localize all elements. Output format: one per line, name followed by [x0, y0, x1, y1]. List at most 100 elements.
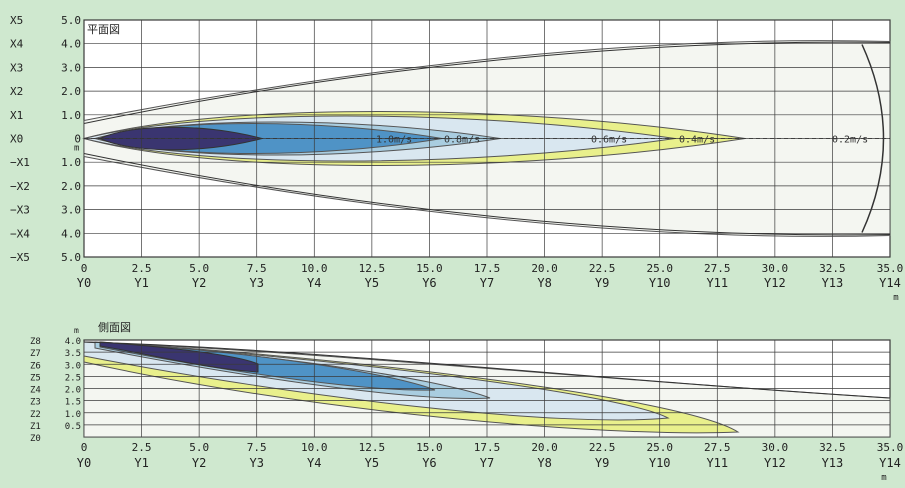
plan-ytick-name: X2	[10, 85, 23, 98]
side-ytick-value: 1.5	[65, 398, 81, 408]
contour-label-4: 0.2m/s	[832, 135, 868, 146]
side-xtick-name: Y10	[649, 456, 671, 470]
side-ytick-value: 1.0	[65, 410, 81, 420]
plan-xtick-value: 32.5	[819, 262, 846, 275]
plan-xtick-name: Y2	[192, 276, 206, 290]
side-ytick-value: 4.0	[65, 337, 81, 347]
side-xtick-value: 32.5	[819, 441, 846, 454]
side-xtick-value: 22.5	[589, 441, 616, 454]
plan-xtick-value: 12.5	[359, 262, 386, 275]
plan-xtick-name: Y13	[822, 276, 844, 290]
side-xtick-value: 20.0	[531, 441, 558, 454]
contour-label-2: 0.6m/s	[591, 135, 627, 146]
side-xtick-name: Y13	[822, 456, 844, 470]
side-ytick-name: Z5	[30, 373, 41, 383]
plan-title-bg	[85, 21, 135, 36]
side-xtick-value: 25.0	[646, 441, 673, 454]
side-ytick-name: Z8	[30, 337, 41, 347]
plan-xtick-value: 2.5	[132, 262, 152, 275]
boundary-lower	[83, 153, 891, 236]
side-ytick-value: 2.5	[65, 373, 81, 383]
side-xtick-value: 5.0	[189, 441, 209, 454]
plan-x-unit: m	[893, 293, 898, 303]
plan-ytick-value: 3.0	[61, 204, 81, 217]
plan-xtick-name: Y9	[595, 276, 609, 290]
boundary-upper	[83, 41, 891, 124]
plan-xtick-value: 20.0	[531, 262, 558, 275]
plan-xtick-value: 25.0	[646, 262, 673, 275]
side-ytick-name: Z2	[30, 410, 41, 420]
side-xtick-value: 2.5	[132, 441, 152, 454]
contour-label-1: 0.8m/s	[444, 135, 480, 146]
side-xtick-name: Y6	[422, 456, 436, 470]
side-xtick-value: 10.0	[301, 441, 328, 454]
side-ytick-name: Z1	[30, 422, 41, 432]
side-xtick-name: Y4	[307, 456, 321, 470]
side-ytick-name: Z4	[30, 386, 41, 396]
contour-label-3: 0.4m/s	[679, 135, 715, 146]
plan-ytick-name: −X4	[10, 227, 30, 240]
side-xtick-value: 12.5	[359, 441, 386, 454]
plan-xtick-value: 17.5	[474, 262, 501, 275]
plan-ytick-value: 2.0	[61, 180, 81, 193]
side-xtick-value: 30.0	[762, 441, 789, 454]
side-view-panel: 側面図 m Z8 4.0 Z7 3.5 Z6 3.0 Z5 2.5 Z4 2.0 Z3 1.5 Z2 1.0 Z…	[30, 321, 903, 483]
side-x-unit: m	[881, 473, 886, 483]
plan-xtick-name: Y11	[706, 276, 728, 290]
side-xtick-name: Y1	[134, 456, 148, 470]
plan-xtick-value: 10.0	[301, 262, 328, 275]
plan-ytick-name: −X2	[10, 180, 30, 193]
plan-ytick-value: 4.0	[61, 227, 81, 240]
side-xtick-name: Y12	[764, 456, 786, 470]
side-boundary	[83, 341, 891, 399]
plan-xtick-name: Y12	[764, 276, 786, 290]
plan-xtick-name: Y3	[249, 276, 263, 290]
side-xtick-value: 0	[81, 441, 88, 454]
side-xtick-name: Y7	[480, 456, 494, 470]
side-y-unit: m	[74, 326, 79, 335]
plan-view-panel: 1.0m/s 0.8m/s 0.6m/s 0.4m/s 0.2m/s 平面図 X5 5.0 X4…	[10, 14, 903, 303]
plan-ytick-value: 3.0	[61, 61, 81, 74]
plan-ytick-value: 2.0	[61, 85, 81, 98]
side-xtick-value: 7.5	[247, 441, 267, 454]
plan-ytick-value: 4.0	[61, 38, 81, 51]
plan-xtick-value: 35.0	[877, 262, 904, 275]
side-ytick-value: 3.0	[65, 361, 81, 371]
side-xtick-name: Y0	[77, 456, 91, 470]
plan-ytick-name: X3	[10, 61, 23, 74]
side-xtick-name: Y5	[365, 456, 379, 470]
side-xtick-name: Y14	[879, 456, 901, 470]
plan-xtick-name: Y1	[134, 276, 148, 290]
plan-xtick-value: 22.5	[589, 262, 616, 275]
plan-xtick-name: Y7	[480, 276, 494, 290]
plan-xtick-value: 0	[81, 262, 88, 275]
plan-y-unit: m	[74, 144, 79, 154]
plan-xtick-name: Y4	[307, 276, 321, 290]
contour-label-0: 1.0m/s	[376, 135, 412, 146]
plan-ytick-name: −X1	[10, 156, 30, 169]
plan-ytick-name: X4	[10, 38, 24, 51]
side-ytick-name: Z6	[30, 361, 41, 371]
side-ytick-value: 3.5	[65, 349, 81, 359]
plan-ytick-value: 1.0	[61, 156, 81, 169]
side-xtick-name: Y11	[706, 456, 728, 470]
plan-ytick-value: 0	[74, 133, 81, 146]
plan-ytick-value: 5.0	[61, 251, 81, 264]
plan-ytick-name: X1	[10, 109, 23, 122]
plan-xtick-value: 30.0	[762, 262, 789, 275]
side-xtick-value: 17.5	[474, 441, 501, 454]
side-xtick-name: Y2	[192, 456, 206, 470]
plan-xtick-name: Y5	[365, 276, 379, 290]
plan-xtick-value: 7.5	[247, 262, 267, 275]
side-ytick-value: 2.0	[65, 386, 81, 396]
side-title: 側面図	[98, 321, 131, 334]
side-xtick-value: 35.0	[877, 441, 904, 454]
plan-xtick-value: 15.0	[416, 262, 443, 275]
side-xtick-name: Y9	[595, 456, 609, 470]
side-ytick-name: Z7	[30, 349, 41, 359]
plan-xtick-value: 5.0	[189, 262, 209, 275]
plan-title: 平面図	[87, 23, 120, 36]
plan-ytick-value: 5.0	[61, 14, 81, 27]
